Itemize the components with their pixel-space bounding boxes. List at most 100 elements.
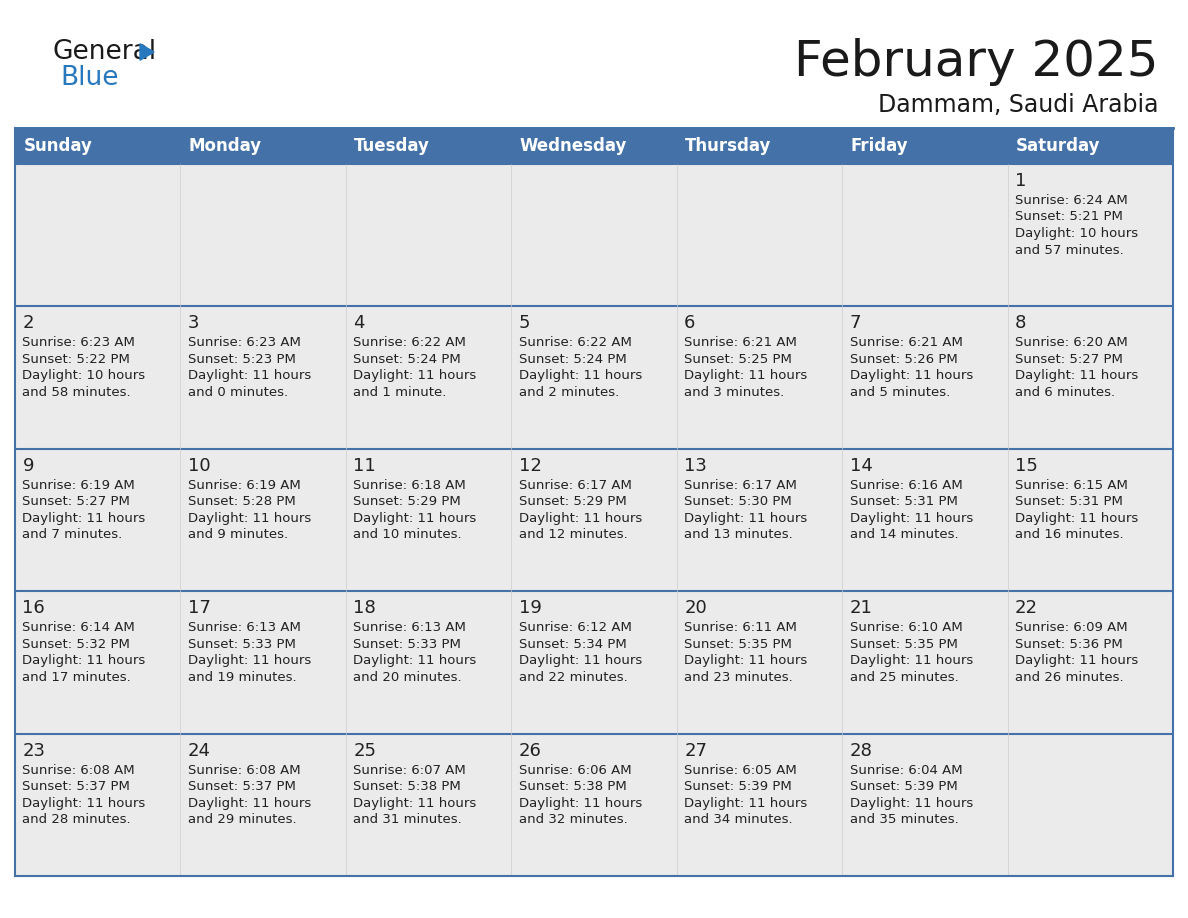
Text: Sunset: 5:22 PM: Sunset: 5:22 PM [23, 353, 131, 366]
Text: Daylight: 11 hours: Daylight: 11 hours [353, 655, 476, 667]
Text: Friday: Friday [851, 137, 908, 155]
Text: and 28 minutes.: and 28 minutes. [23, 813, 131, 826]
Text: and 9 minutes.: and 9 minutes. [188, 528, 287, 542]
Text: and 22 minutes.: and 22 minutes. [519, 671, 627, 684]
Text: Sunset: 5:34 PM: Sunset: 5:34 PM [519, 638, 626, 651]
Text: Sunset: 5:24 PM: Sunset: 5:24 PM [519, 353, 626, 366]
Text: Thursday: Thursday [685, 137, 771, 155]
Bar [15, 449, 1173, 591]
Text: Sunrise: 6:08 AM: Sunrise: 6:08 AM [188, 764, 301, 777]
Text: 5: 5 [519, 314, 530, 332]
Text: Sunset: 5:25 PM: Sunset: 5:25 PM [684, 353, 792, 366]
Text: Sunrise: 6:08 AM: Sunrise: 6:08 AM [23, 764, 135, 777]
Text: and 12 minutes.: and 12 minutes. [519, 528, 627, 542]
Text: Sunrise: 6:12 AM: Sunrise: 6:12 AM [519, 621, 632, 634]
Bar [842, 128, 1007, 164]
Text: and 5 minutes.: and 5 minutes. [849, 386, 950, 399]
Text: and 7 minutes.: and 7 minutes. [23, 528, 122, 542]
Text: Daylight: 11 hours: Daylight: 11 hours [1015, 512, 1138, 525]
Text: 10: 10 [188, 457, 210, 475]
Text: Daylight: 10 hours: Daylight: 10 hours [23, 369, 146, 383]
Text: and 2 minutes.: and 2 minutes. [519, 386, 619, 399]
Text: 12: 12 [519, 457, 542, 475]
Text: 15: 15 [1015, 457, 1038, 475]
Text: 19: 19 [519, 599, 542, 617]
Text: Sunrise: 6:07 AM: Sunrise: 6:07 AM [353, 764, 466, 777]
Text: Daylight: 10 hours: Daylight: 10 hours [1015, 227, 1138, 240]
Text: Sunday: Sunday [24, 137, 93, 155]
Text: 13: 13 [684, 457, 707, 475]
Text: Daylight: 11 hours: Daylight: 11 hours [684, 512, 808, 525]
Text: and 58 minutes.: and 58 minutes. [23, 386, 131, 399]
Text: Sunrise: 6:05 AM: Sunrise: 6:05 AM [684, 764, 797, 777]
Bar [346, 128, 511, 164]
Text: Sunset: 5:29 PM: Sunset: 5:29 PM [353, 496, 461, 509]
Text: and 17 minutes.: and 17 minutes. [23, 671, 131, 684]
Text: Sunset: 5:21 PM: Sunset: 5:21 PM [1015, 210, 1123, 223]
Text: 24: 24 [188, 742, 211, 759]
Text: Sunset: 5:31 PM: Sunset: 5:31 PM [849, 496, 958, 509]
Text: Sunrise: 6:14 AM: Sunrise: 6:14 AM [23, 621, 135, 634]
Text: 2: 2 [23, 314, 34, 332]
Text: Sunrise: 6:21 AM: Sunrise: 6:21 AM [849, 336, 962, 350]
Text: Sunrise: 6:06 AM: Sunrise: 6:06 AM [519, 764, 631, 777]
Text: 14: 14 [849, 457, 872, 475]
Text: Sunset: 5:38 PM: Sunset: 5:38 PM [519, 780, 626, 793]
Text: Daylight: 11 hours: Daylight: 11 hours [353, 797, 476, 810]
Text: 7: 7 [849, 314, 861, 332]
Text: Sunrise: 6:24 AM: Sunrise: 6:24 AM [1015, 194, 1127, 207]
Text: 4: 4 [353, 314, 365, 332]
Text: Sunset: 5:38 PM: Sunset: 5:38 PM [353, 780, 461, 793]
Text: General: General [52, 39, 156, 65]
Text: Sunrise: 6:10 AM: Sunrise: 6:10 AM [849, 621, 962, 634]
Text: Sunrise: 6:23 AM: Sunrise: 6:23 AM [23, 336, 135, 350]
Text: Daylight: 11 hours: Daylight: 11 hours [188, 369, 311, 383]
Text: 6: 6 [684, 314, 695, 332]
Text: Daylight: 11 hours: Daylight: 11 hours [849, 797, 973, 810]
Text: Sunrise: 6:21 AM: Sunrise: 6:21 AM [684, 336, 797, 350]
Text: Sunset: 5:35 PM: Sunset: 5:35 PM [684, 638, 792, 651]
Text: Daylight: 11 hours: Daylight: 11 hours [23, 797, 146, 810]
Text: and 14 minutes.: and 14 minutes. [849, 528, 959, 542]
Text: Sunrise: 6:22 AM: Sunrise: 6:22 AM [519, 336, 632, 350]
Text: and 19 minutes.: and 19 minutes. [188, 671, 297, 684]
Text: and 26 minutes.: and 26 minutes. [1015, 671, 1124, 684]
Text: Sunrise: 6:19 AM: Sunrise: 6:19 AM [188, 479, 301, 492]
Polygon shape [140, 44, 154, 61]
Text: Daylight: 11 hours: Daylight: 11 hours [684, 369, 808, 383]
Text: 21: 21 [849, 599, 872, 617]
Text: Sunset: 5:39 PM: Sunset: 5:39 PM [849, 780, 958, 793]
Text: Sunset: 5:27 PM: Sunset: 5:27 PM [23, 496, 131, 509]
Text: Daylight: 11 hours: Daylight: 11 hours [519, 512, 642, 525]
Text: and 23 minutes.: and 23 minutes. [684, 671, 792, 684]
Text: Daylight: 11 hours: Daylight: 11 hours [353, 512, 476, 525]
Text: Sunrise: 6:15 AM: Sunrise: 6:15 AM [1015, 479, 1127, 492]
Text: Sunset: 5:39 PM: Sunset: 5:39 PM [684, 780, 792, 793]
Text: Daylight: 11 hours: Daylight: 11 hours [23, 512, 146, 525]
Text: 20: 20 [684, 599, 707, 617]
Text: 28: 28 [849, 742, 872, 759]
Text: 18: 18 [353, 599, 377, 617]
Text: Sunrise: 6:17 AM: Sunrise: 6:17 AM [519, 479, 632, 492]
Text: Sunset: 5:37 PM: Sunset: 5:37 PM [188, 780, 296, 793]
Text: 23: 23 [23, 742, 45, 759]
Text: Sunset: 5:26 PM: Sunset: 5:26 PM [849, 353, 958, 366]
Text: Daylight: 11 hours: Daylight: 11 hours [849, 369, 973, 383]
Text: Tuesday: Tuesday [354, 137, 430, 155]
Text: 11: 11 [353, 457, 377, 475]
Bar [181, 128, 346, 164]
Text: 8: 8 [1015, 314, 1026, 332]
Text: 1: 1 [1015, 172, 1026, 190]
Text: Sunset: 5:36 PM: Sunset: 5:36 PM [1015, 638, 1123, 651]
Text: 17: 17 [188, 599, 210, 617]
Text: and 3 minutes.: and 3 minutes. [684, 386, 784, 399]
Text: 3: 3 [188, 314, 200, 332]
Text: Sunrise: 6:22 AM: Sunrise: 6:22 AM [353, 336, 466, 350]
Text: Sunrise: 6:23 AM: Sunrise: 6:23 AM [188, 336, 301, 350]
Text: and 0 minutes.: and 0 minutes. [188, 386, 287, 399]
Text: and 29 minutes.: and 29 minutes. [188, 813, 297, 826]
Text: 27: 27 [684, 742, 707, 759]
Text: Sunset: 5:33 PM: Sunset: 5:33 PM [353, 638, 461, 651]
Text: Sunset: 5:23 PM: Sunset: 5:23 PM [188, 353, 296, 366]
Text: Sunset: 5:24 PM: Sunset: 5:24 PM [353, 353, 461, 366]
